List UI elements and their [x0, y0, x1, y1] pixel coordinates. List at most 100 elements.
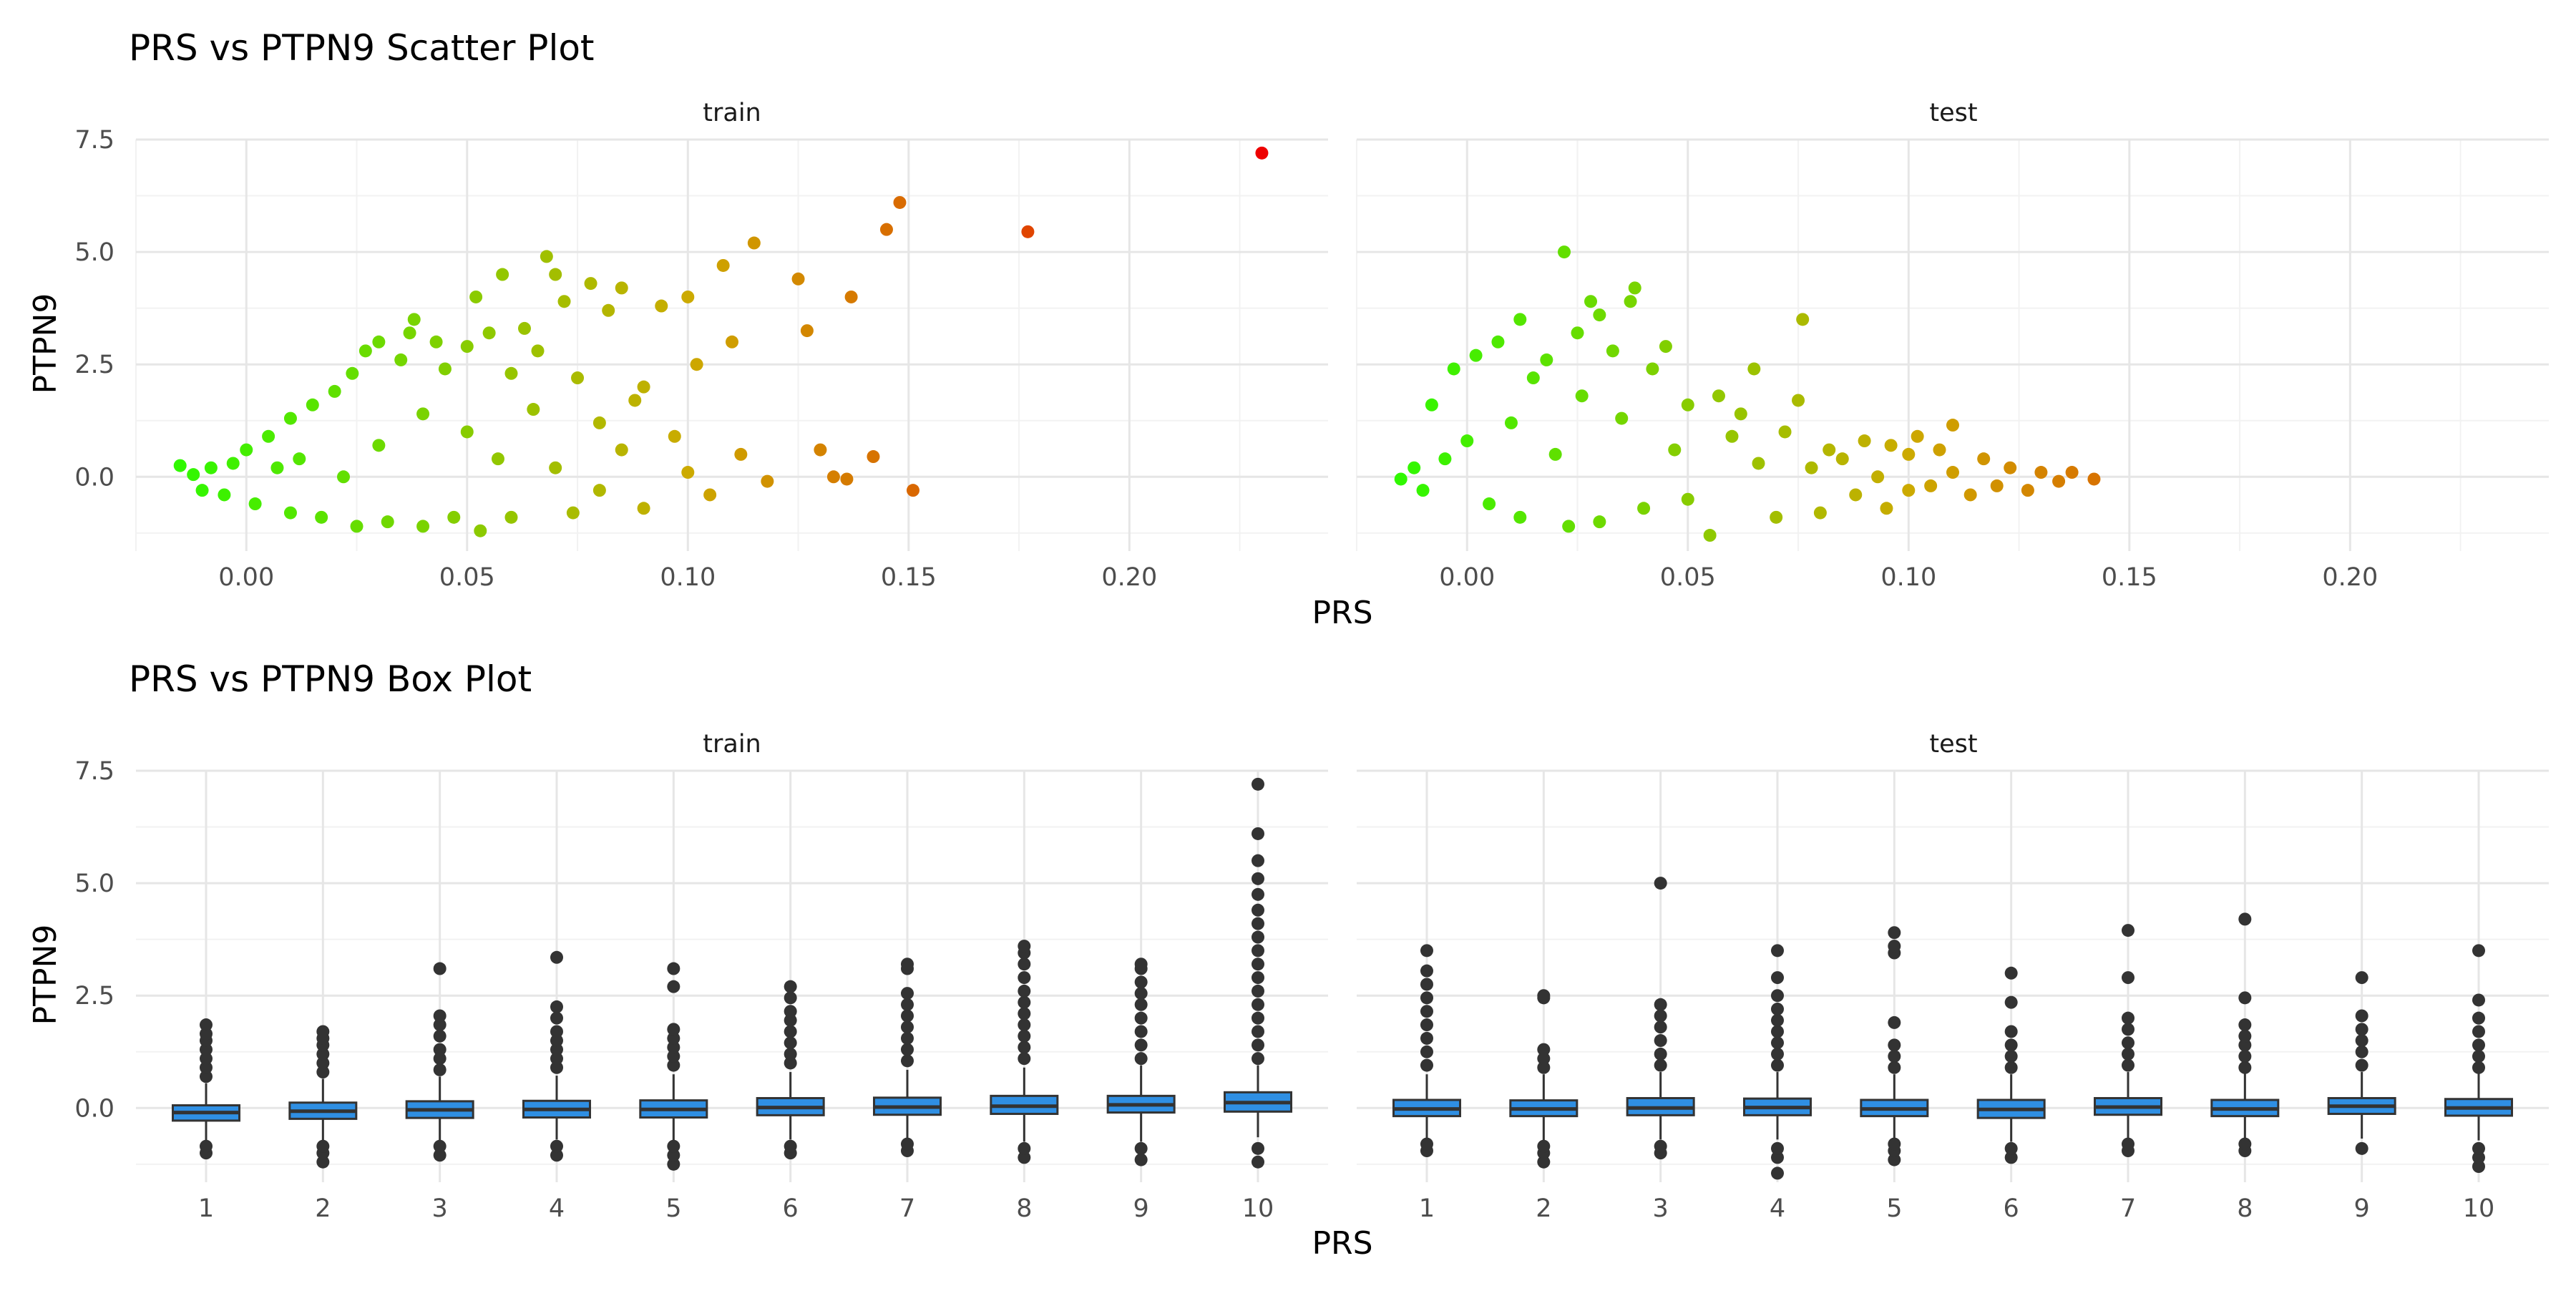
scatter-point — [496, 268, 509, 281]
scatter-point — [460, 340, 474, 354]
box-outlier — [433, 962, 447, 975]
box-outlier — [1420, 991, 1433, 1005]
scatter-point — [1548, 447, 1562, 461]
scatter-x-tick-label: 0.00 — [1439, 563, 1495, 592]
scatter-point — [2065, 466, 2079, 479]
scatter-point — [1805, 461, 1818, 474]
scatter-point — [1425, 398, 1438, 411]
scatter-point — [531, 344, 545, 358]
box-outlier — [1771, 1003, 1784, 1016]
box-outlier — [901, 958, 914, 971]
box-outlier — [667, 980, 680, 993]
box-outlier — [316, 1066, 330, 1079]
box-outlier — [1134, 1011, 1148, 1025]
box-outlier — [550, 1052, 563, 1066]
scatter-point — [1593, 515, 1606, 529]
scatter-x-tick-label: 0.20 — [1101, 563, 1157, 592]
box-outlier — [2355, 1141, 2368, 1155]
scatter-point — [1021, 225, 1035, 238]
scatter-point — [1593, 308, 1606, 322]
box-outlier — [1018, 1052, 1031, 1066]
scatter-point — [1447, 362, 1460, 376]
box-outlier — [1420, 944, 1433, 958]
scatter-point — [1659, 340, 1672, 354]
scatter-point — [615, 443, 628, 457]
scatter-x-tick-label: 0.00 — [218, 563, 274, 592]
box-outlier — [1420, 1005, 1433, 1018]
box-y-tick-label: 5.0 — [74, 869, 114, 898]
scatter-point — [491, 452, 504, 466]
box-outlier — [2472, 1050, 2485, 1063]
box-outlier — [667, 1050, 680, 1063]
scatter-point — [504, 366, 518, 380]
scatter-x-tick-label: 0.10 — [660, 563, 716, 592]
box-outlier — [200, 1061, 213, 1074]
box-outlier — [901, 998, 914, 1011]
box-outlier — [1771, 1141, 1784, 1155]
scatter-point — [1725, 429, 1739, 443]
scatter-point — [826, 470, 840, 484]
box-outlier — [667, 962, 680, 975]
box-outlier — [200, 1043, 213, 1056]
box-outlier — [550, 950, 563, 964]
scatter-point — [592, 484, 606, 497]
scatter-x-tick-label: 0.10 — [1880, 563, 1936, 592]
box-x-tick-label: 6 — [783, 1194, 799, 1223]
box-outlier — [200, 1052, 213, 1066]
scatter-point — [906, 484, 919, 497]
box-outlier — [1252, 854, 1264, 867]
box-outlier — [1654, 1058, 1667, 1072]
box-outlier — [1134, 958, 1148, 971]
scatter-point — [1796, 313, 1810, 326]
scatter-point — [1792, 394, 1805, 407]
scatter-point — [571, 371, 585, 385]
box-outlier — [1420, 978, 1433, 991]
scatter-point — [293, 452, 306, 466]
box-outlier — [316, 1056, 330, 1070]
scatter-point — [1911, 429, 1924, 443]
box-outlier — [1888, 1061, 1901, 1074]
box-outlier — [2238, 912, 2252, 926]
box-outlier — [1134, 1141, 1148, 1155]
box-panel-test — [1357, 769, 2549, 1182]
box-outlier — [2122, 1058, 2135, 1072]
scatter-point — [1849, 488, 1863, 502]
scatter-point — [1540, 353, 1553, 366]
scatter-point — [1734, 407, 1747, 421]
box-outlier — [1252, 827, 1264, 840]
box-outlier — [1018, 1141, 1031, 1155]
scatter-point — [218, 488, 231, 502]
scatter-point — [504, 510, 518, 524]
scatter-point — [1460, 434, 1474, 448]
box-outlier — [1252, 998, 1264, 1011]
box-outlier — [1888, 1153, 1901, 1166]
box-outlier — [1252, 971, 1264, 985]
box-outlier — [667, 1058, 680, 1072]
scatter-point — [416, 407, 430, 421]
scatter-point — [726, 335, 738, 349]
box-outlier — [2122, 971, 2135, 985]
scatter-point — [844, 290, 858, 303]
scatter-strip-train: train — [703, 99, 761, 127]
box-y-tick-label: 2.5 — [74, 982, 114, 1010]
box-outlier — [1252, 1025, 1264, 1038]
box-outlier — [200, 1139, 213, 1153]
box-x-tick-label: 9 — [2354, 1194, 2370, 1223]
box-x-tick-label: 6 — [2004, 1194, 2019, 1223]
box-outlier — [784, 1025, 797, 1038]
box-outlier — [784, 1139, 797, 1153]
box-x-tick-label: 3 — [432, 1194, 448, 1223]
box-outlier — [1018, 1018, 1031, 1032]
box-outlier — [2004, 1061, 2018, 1074]
box-outlier — [1888, 1015, 1901, 1029]
box-outlier — [2355, 1023, 2368, 1036]
box-outlier — [1252, 1011, 1264, 1025]
scatter-point — [637, 380, 650, 394]
scatter-title: PRS vs PTPN9 Scatter Plot — [129, 27, 595, 69]
box-outlier — [2122, 1011, 2135, 1025]
scatter-point — [1571, 326, 1584, 340]
scatter-point — [306, 398, 319, 411]
scatter-x-tick-label: 0.20 — [2322, 563, 2378, 592]
box-outlier — [1252, 917, 1264, 930]
